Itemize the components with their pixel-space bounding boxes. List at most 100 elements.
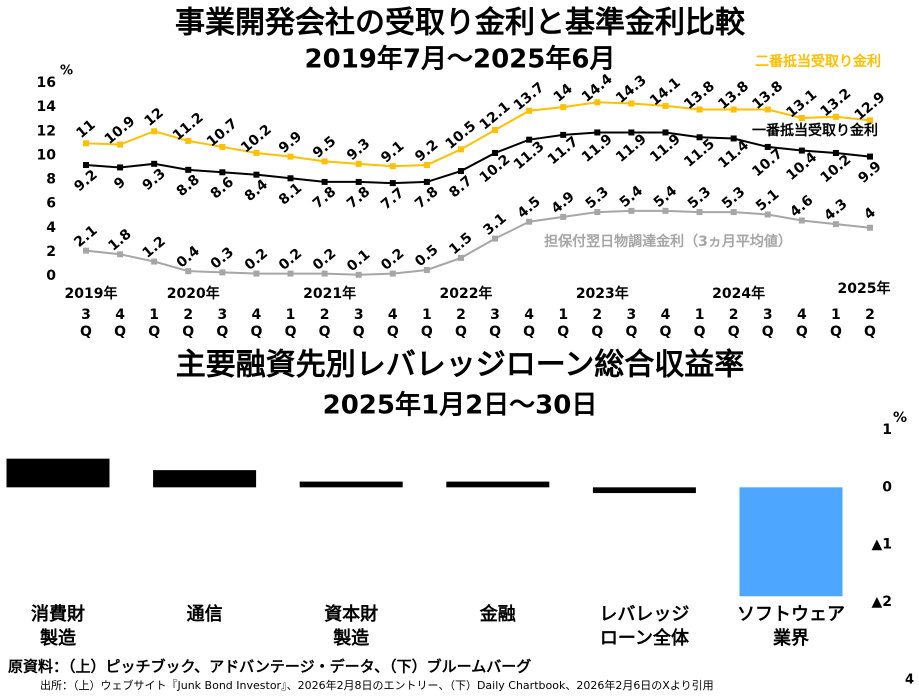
- x-tick-char: 4: [661, 307, 671, 323]
- marker: [560, 131, 567, 138]
- y-tick-label: 0: [882, 479, 892, 495]
- marker: [219, 143, 226, 150]
- x-tick-line: 金融: [479, 603, 516, 625]
- marker: [423, 266, 430, 273]
- x-tick-char: 1: [149, 307, 159, 323]
- data-label: 11.9: [579, 131, 616, 165]
- bar: [446, 481, 550, 488]
- x-tick-char: Q: [762, 324, 774, 340]
- marker: [798, 217, 805, 224]
- x-tick-line: 消費財: [31, 603, 85, 625]
- data-label: 1.2: [140, 233, 169, 261]
- chart-title: 事業開発会社の受取り金利と基準金利比較: [175, 6, 746, 41]
- x-tick-char: 3: [627, 307, 637, 323]
- marker: [832, 149, 839, 156]
- data-label: 8.1: [276, 180, 305, 208]
- bar: [153, 470, 257, 488]
- data-label: 0.2: [310, 245, 339, 273]
- data-label: 9.3: [140, 166, 169, 194]
- x-tick-char: 3: [490, 307, 500, 323]
- data-label: 5.1: [753, 186, 782, 214]
- marker: [185, 268, 192, 275]
- marker: [832, 221, 839, 228]
- marker: [492, 127, 499, 134]
- marker: [867, 153, 873, 160]
- x-tick-char: 3: [354, 307, 364, 323]
- x-tick-line: 資本財: [324, 603, 378, 625]
- marker: [389, 270, 396, 277]
- marker: [355, 271, 362, 278]
- page-number: 4: [905, 673, 914, 688]
- x-tick-char: 1: [286, 307, 296, 323]
- citation: 出所：（上）ウェブサイト『Junk Bond Investor』、2026年2月…: [40, 678, 714, 692]
- data-label: 5.4: [651, 183, 680, 211]
- x-tick-label: 消費財製造: [31, 603, 85, 649]
- x-tick-char: 4: [524, 307, 534, 323]
- x-tick-label: レバレッジローン全体: [599, 604, 690, 649]
- data-label: 11.7: [545, 134, 582, 168]
- data-label: 11: [73, 117, 98, 142]
- data-label: 11.9: [647, 131, 684, 165]
- marker: [423, 178, 430, 185]
- y-tick-label: 8: [46, 172, 56, 188]
- data-label: 4.5: [514, 194, 543, 222]
- data-label: 5.3: [583, 184, 612, 212]
- marker: [560, 104, 567, 111]
- x-tick-char: 1: [831, 307, 841, 323]
- marker: [117, 251, 124, 258]
- y-tick-label: ▲2: [871, 594, 892, 610]
- x-tick-char: Q: [455, 324, 467, 340]
- year-label: 2023年: [576, 285, 629, 302]
- marker: [117, 141, 124, 148]
- marker: [457, 146, 464, 153]
- data-label: 14: [551, 81, 576, 106]
- x-tick-char: 2: [456, 307, 466, 323]
- x-tick-line: 通信: [187, 603, 223, 625]
- x-tick-char: Q: [114, 324, 126, 340]
- x-tick-char: Q: [216, 324, 228, 340]
- x-tick-char: Q: [489, 324, 501, 340]
- year-label: 2019年: [65, 285, 118, 302]
- x-tick-char: 2: [729, 307, 739, 323]
- x-tick-char: 2: [183, 307, 193, 323]
- y-tick-label: 14: [37, 99, 57, 115]
- marker: [832, 113, 839, 120]
- chart-subtitle: 2025年1月2日～30日: [323, 390, 598, 421]
- x-tick-char: Q: [285, 324, 297, 340]
- marker: [389, 163, 396, 170]
- data-label: 10.4: [783, 149, 820, 184]
- data-label: 7.8: [412, 184, 441, 212]
- x-tick-label: 資本財製造: [324, 603, 378, 649]
- data-label: 7.7: [378, 185, 407, 213]
- marker: [185, 137, 192, 144]
- bar: [6, 458, 110, 488]
- marker: [151, 128, 158, 135]
- marker: [867, 117, 873, 124]
- x-tick-char: Q: [625, 324, 637, 340]
- series-label: 一番抵当受取り金利: [752, 122, 878, 139]
- data-label: 8.4: [242, 176, 271, 204]
- data-label: 2.1: [71, 223, 100, 251]
- marker: [253, 149, 260, 156]
- data-label: 7.8: [344, 184, 373, 212]
- marker: [628, 129, 635, 136]
- x-tick-char: Q: [80, 324, 92, 340]
- x-tick-char: 1: [422, 307, 432, 323]
- marker: [492, 235, 499, 242]
- chart-title: 主要融資先別レバレッジローン総合収益率: [176, 348, 745, 383]
- marker: [662, 207, 669, 214]
- data-label: 1.5: [446, 230, 475, 258]
- data-label: 10.2: [477, 152, 514, 186]
- x-tick-char: Q: [250, 324, 262, 340]
- data-label: 12: [142, 105, 167, 130]
- x-tick-char: Q: [591, 324, 603, 340]
- marker: [764, 211, 771, 218]
